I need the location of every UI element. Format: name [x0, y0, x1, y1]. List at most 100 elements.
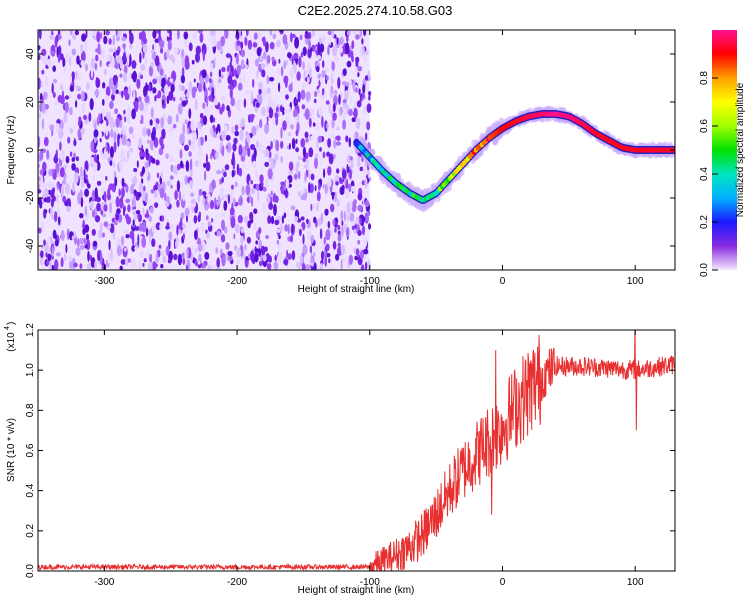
spectrogram-x-tick-label: 0 [500, 276, 506, 287]
noise-speck [180, 74, 185, 84]
noise-speck [169, 54, 175, 61]
snr-y-label: SNR (10 * v/v) [6, 418, 17, 482]
noise-speck [293, 109, 298, 118]
noise-speck [236, 31, 240, 41]
noise-speck [111, 85, 116, 96]
noise-speck [46, 260, 50, 266]
noise-speck [60, 257, 64, 268]
noise-speck [129, 43, 133, 50]
noise-speck [255, 240, 258, 245]
noise-speck [159, 187, 165, 199]
noise-speck [330, 229, 333, 236]
noise-speck [65, 243, 68, 254]
noise-speck [240, 118, 246, 128]
noise-speck [333, 139, 337, 149]
noise-speck [128, 53, 132, 66]
noise-speck [117, 30, 122, 37]
noise-speck [164, 37, 167, 45]
noise-speck [266, 87, 272, 95]
noise-speck [173, 123, 177, 129]
noise-speck [344, 42, 350, 55]
noise-speck [351, 117, 356, 123]
noise-speck [227, 194, 230, 205]
noise-speck [226, 105, 230, 112]
noise-speck [288, 161, 294, 171]
noise-speck [289, 106, 292, 113]
noise-speck [287, 224, 290, 235]
noise-speck [245, 30, 249, 37]
noise-speck [54, 101, 59, 107]
noise-speck [169, 156, 174, 162]
noise-speck [243, 215, 249, 223]
noise-speck [50, 51, 55, 56]
colorbar-tick-label: 0.8 [699, 71, 710, 85]
noise-speck [288, 83, 293, 93]
noise-speck [311, 258, 314, 263]
noise-speck [334, 227, 337, 233]
snr-scale-note-text: (x10 [6, 332, 17, 352]
noise-speck [152, 30, 157, 39]
noise-speck [247, 253, 251, 259]
noise-speck [175, 113, 179, 123]
noise-speck [280, 127, 283, 139]
noise-speck [160, 116, 164, 129]
noise-speck [310, 261, 314, 267]
noise-speck [353, 199, 357, 205]
noise-speck [345, 135, 349, 143]
noise-speck [86, 233, 89, 241]
noise-speck [92, 148, 98, 154]
noise-speck [256, 93, 260, 100]
noise-speck [149, 119, 153, 126]
noise-speck [310, 173, 315, 181]
spectrogram-x-tick-label: 100 [627, 276, 644, 287]
noise-speck [108, 63, 114, 68]
noise-speck [338, 46, 343, 54]
noise-speck [131, 258, 136, 270]
noise-speck [136, 78, 141, 89]
noise-speck [302, 146, 306, 158]
noise-speck [240, 59, 245, 70]
noise-speck [313, 262, 317, 270]
noise-speck [276, 228, 281, 233]
noise-speck [116, 55, 122, 64]
noise-speck [316, 202, 319, 212]
noise-speck [240, 235, 244, 245]
noise-speck [213, 57, 217, 66]
noise-speck [213, 98, 219, 106]
noise-speck [209, 199, 215, 210]
noise-speck [236, 248, 241, 258]
noise-speck [162, 255, 167, 264]
noise-speck [185, 160, 190, 172]
snr-y-tick-label: 0.4 [25, 483, 36, 497]
noise-speck [269, 42, 275, 50]
noise-speck [245, 184, 251, 196]
noise-speck [244, 90, 250, 95]
noise-speck [318, 179, 323, 184]
noise-speck [295, 116, 298, 122]
noise-speck [177, 103, 183, 115]
noise-speck [255, 102, 260, 108]
noise-speck [40, 81, 43, 88]
noise-speck [240, 227, 245, 234]
noise-speck [184, 90, 187, 95]
noise-speck [327, 45, 330, 56]
noise-speck [215, 127, 218, 135]
noise-speck [131, 134, 136, 139]
noise-speck [223, 226, 228, 234]
noise-speck [270, 140, 273, 150]
noise-speck [357, 72, 360, 78]
noise-speck [351, 202, 357, 213]
noise-speck [357, 162, 361, 167]
noise-speck [351, 40, 355, 49]
noise-speck [49, 124, 55, 131]
noise-speck [280, 183, 284, 195]
noise-speck [138, 137, 142, 149]
noise-speck [38, 176, 41, 182]
noise-speck [200, 222, 205, 233]
noise-speck [349, 78, 352, 87]
noise-speck [258, 81, 263, 90]
noise-speck [119, 138, 123, 146]
noise-speck [216, 76, 220, 88]
noise-speck [346, 30, 351, 36]
noise-speck [74, 30, 79, 36]
